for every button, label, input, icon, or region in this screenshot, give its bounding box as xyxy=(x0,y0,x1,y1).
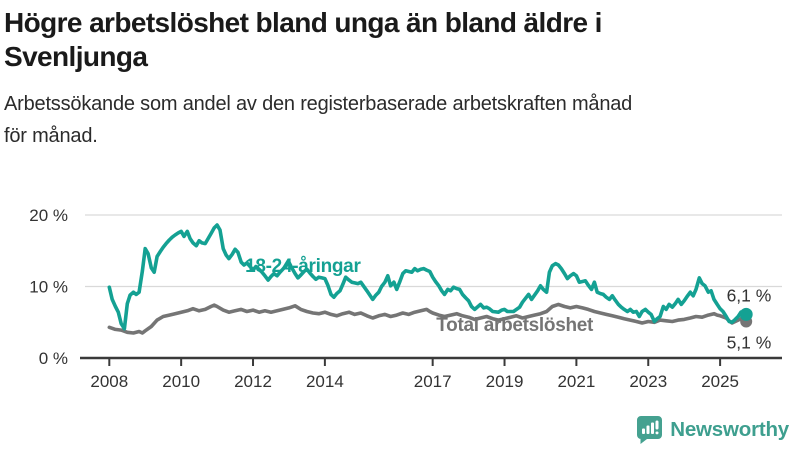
title-line-1: Högre arbetslöshet bland unga än bland ä… xyxy=(4,7,602,38)
x-tick-label: 2008 xyxy=(90,372,128,391)
x-tick-label: 2017 xyxy=(414,372,452,391)
y-tick-label: 10 % xyxy=(29,278,68,297)
series-line-18-24-åringar xyxy=(107,223,747,331)
page-title: Högre arbetslöshet bland unga än bland ä… xyxy=(4,6,790,73)
newsworthy-logo[interactable]: Newsworthy xyxy=(636,415,789,444)
x-tick-label: 2025 xyxy=(701,372,739,391)
series-label: Total arbetslöshet xyxy=(436,315,594,336)
y-tick-label: 20 % xyxy=(29,206,68,225)
x-tick-label: 2019 xyxy=(486,372,524,391)
title-line-2: Svenljunga xyxy=(4,40,148,72)
x-tick-label: 2021 xyxy=(557,372,595,391)
line-chart: 0 % 10 % 20 % 2008 2010 2012 2014 2017 2019 2021 2… xyxy=(0,195,800,450)
series-label: 18-24-åringar xyxy=(245,256,361,277)
end-value-label: 6,1 % xyxy=(727,286,772,306)
newsworthy-bubble-chart-icon xyxy=(636,415,663,444)
x-tick-label: 2010 xyxy=(162,372,200,391)
subtitle-line-1: Arbetssökande som andel av den registerb… xyxy=(4,93,633,116)
brand-name: Newsworthy xyxy=(670,417,789,441)
x-tick-label: 2023 xyxy=(629,372,667,391)
chart-svg: 0 % 10 % 20 % 2008 2010 2012 2014 2017 2019 2021 2… xyxy=(29,206,782,391)
x-tick-label: 2012 xyxy=(234,372,272,391)
chart-header: Högre arbetslöshet bland unga än bland ä… xyxy=(0,0,800,152)
end-value-label: 5,1 % xyxy=(727,333,772,353)
end-dot xyxy=(739,307,753,321)
subtitle-line-2: för månad. xyxy=(4,125,98,148)
y-tick-label: 0 % xyxy=(39,349,68,368)
x-tick-label: 2014 xyxy=(306,372,344,391)
chart-subtitle: Arbetssökande som andel av den registerb… xyxy=(4,88,790,152)
series-line-Total arbetslöshet xyxy=(107,302,747,335)
